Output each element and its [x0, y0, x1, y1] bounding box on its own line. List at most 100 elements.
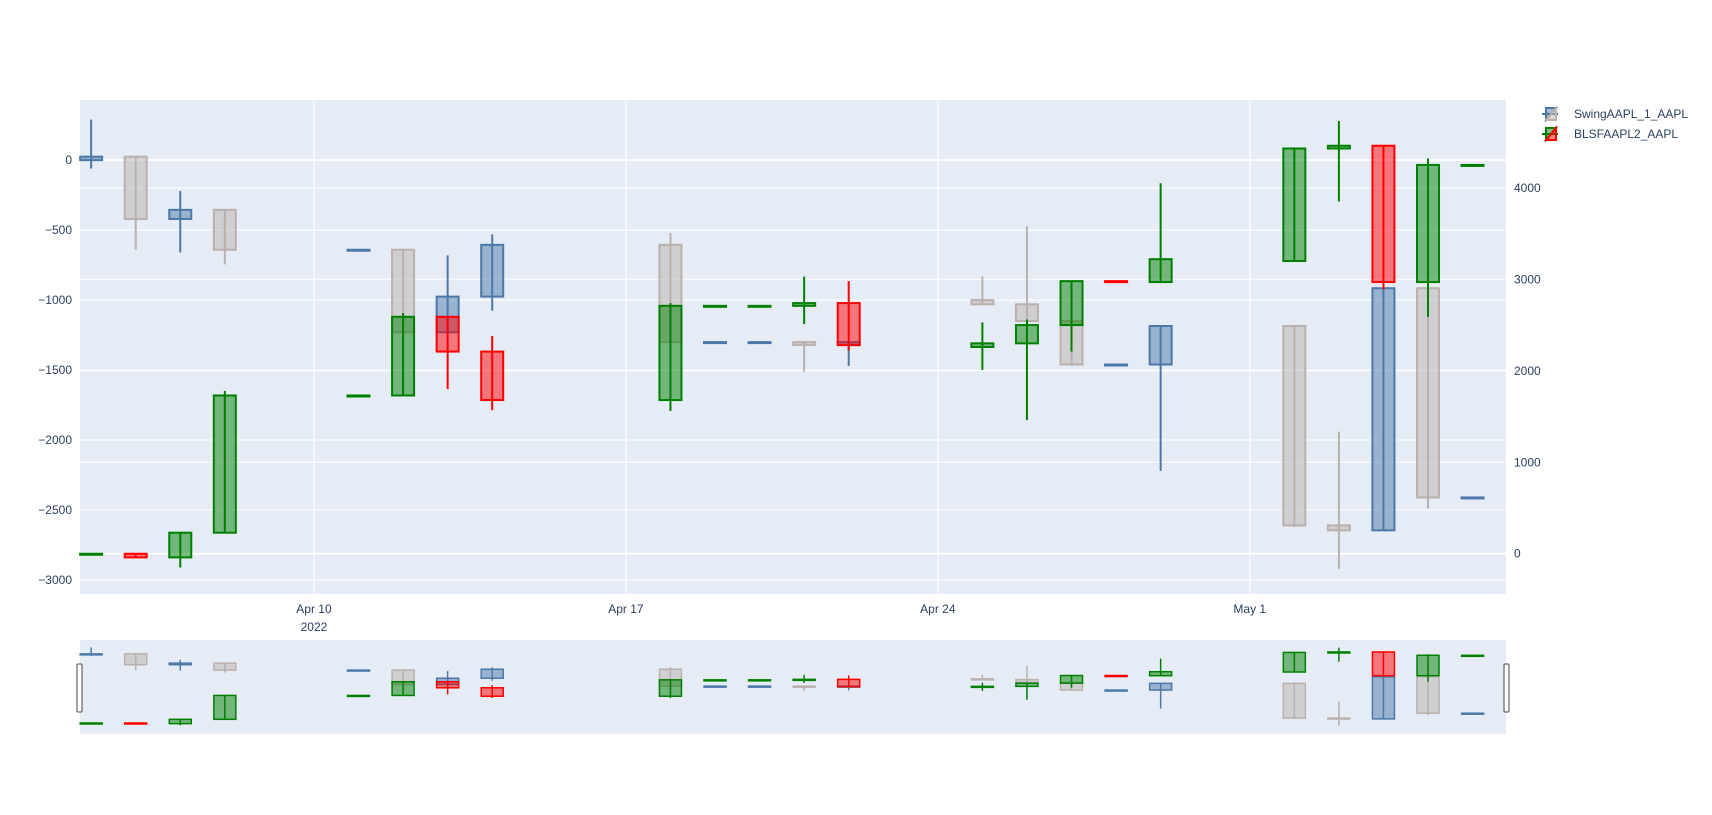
y-left-tick-label: 0 [65, 153, 72, 167]
candle[interactable] [1326, 431, 1351, 569]
candle[interactable] [1282, 147, 1307, 263]
candle[interactable] [168, 531, 193, 568]
candle[interactable] [79, 552, 104, 556]
candle[interactable] [747, 304, 772, 308]
candle[interactable] [1460, 496, 1485, 500]
candle[interactable] [1014, 319, 1039, 421]
mini-candle-body [79, 653, 103, 656]
y-left-tick-label: −2500 [38, 503, 72, 517]
mini-candle [1104, 674, 1128, 678]
candle-body [391, 315, 416, 397]
candle[interactable] [970, 322, 995, 370]
mini-candle [480, 685, 504, 698]
mini-candle [1104, 689, 1128, 692]
x-axis: Apr 10 2022 Apr 17 Apr 24 May 1 [296, 602, 1266, 634]
candle[interactable] [747, 341, 772, 345]
mini-candle [213, 694, 237, 721]
range-slider-handle-right[interactable] [1503, 663, 1510, 713]
candle-body [970, 342, 995, 348]
candle[interactable] [658, 303, 683, 412]
candle-body [703, 341, 728, 345]
y-right-tick-label: 1000 [1514, 455, 1541, 469]
legend-item[interactable]: SwingAAPL_1_AAPL [1542, 105, 1688, 123]
range-slider-handle-left[interactable] [76, 663, 83, 713]
candle[interactable] [970, 276, 995, 306]
mini-candle-body [391, 680, 415, 697]
candle-body [168, 531, 193, 559]
mini-candle [391, 669, 415, 686]
x-tick-sublabel: 2022 [301, 620, 328, 634]
plot-area[interactable] [80, 100, 1506, 594]
legend-item[interactable]: BLSFAAPL2_AAPL [1542, 125, 1678, 143]
candle[interactable] [1104, 363, 1129, 367]
mini-candle [703, 679, 727, 682]
mini-candle-body [970, 685, 995, 689]
candle[interactable] [168, 190, 193, 253]
candle[interactable] [1104, 280, 1129, 284]
candle-body [703, 304, 728, 308]
mini-candle-body [792, 685, 816, 688]
candle[interactable] [703, 304, 728, 308]
candle-body [970, 299, 995, 306]
y-axis-left: 0 −500 −1000 −1500 −2000 −2500 −3000 [38, 153, 72, 587]
mini-candle [1416, 654, 1440, 682]
candle[interactable] [1371, 144, 1396, 290]
mini-candle [747, 679, 772, 682]
y-right-tick-label: 4000 [1514, 181, 1541, 195]
y-left-tick-label: −1000 [38, 293, 72, 307]
mini-candle-body [836, 678, 861, 688]
candle-body [1282, 325, 1307, 527]
candle-body [1282, 147, 1307, 263]
candle-body [747, 341, 772, 345]
candle[interactable] [1416, 158, 1441, 317]
candle-body [1326, 524, 1351, 532]
candle-body [792, 302, 817, 307]
candle[interactable] [1371, 287, 1396, 532]
mini-candle-body [1416, 654, 1440, 677]
mini-candle [1148, 658, 1173, 677]
mini-candle-body [1371, 651, 1396, 677]
mini-candle [836, 675, 861, 688]
candle[interactable] [212, 390, 237, 534]
candle[interactable] [123, 552, 148, 559]
mini-candle-body [747, 685, 772, 688]
mini-candle-body [435, 680, 460, 689]
range-slider[interactable] [76, 640, 1510, 734]
candle[interactable] [480, 336, 505, 411]
candle[interactable] [123, 155, 148, 250]
legend-label: BLSFAAPL2_AAPL [1574, 127, 1678, 141]
candle[interactable] [1014, 225, 1039, 323]
candle[interactable] [435, 315, 460, 390]
candle[interactable] [391, 313, 416, 397]
candle[interactable] [346, 248, 371, 252]
y-right-tick-label: 3000 [1514, 272, 1541, 286]
candle[interactable] [1059, 280, 1084, 352]
candle[interactable] [1460, 163, 1485, 167]
mini-candle-body [1059, 674, 1084, 684]
candle[interactable] [1282, 325, 1307, 527]
mini-candle [346, 694, 371, 698]
candle[interactable] [1148, 183, 1173, 284]
mini-candle [970, 682, 995, 691]
candle[interactable] [792, 341, 817, 372]
candle[interactable] [212, 208, 237, 265]
mini-candle [792, 674, 816, 684]
candle-body [212, 394, 237, 534]
candle[interactable] [480, 234, 505, 311]
mini-candle-body [703, 685, 727, 688]
candle[interactable] [1326, 121, 1351, 202]
mini-candle [1282, 651, 1307, 673]
candle[interactable] [703, 341, 728, 345]
candle[interactable] [1148, 325, 1173, 471]
candle[interactable] [792, 276, 817, 325]
mini-candle [79, 647, 103, 656]
mini-candle [1015, 682, 1039, 700]
mini-candle-body [1148, 670, 1173, 677]
x-tick-label: Apr 24 [920, 602, 956, 616]
candle[interactable] [79, 119, 104, 169]
mini-candle [703, 685, 727, 688]
mini-candle-body [792, 678, 816, 682]
candle[interactable] [836, 281, 861, 351]
candle[interactable] [346, 394, 371, 398]
